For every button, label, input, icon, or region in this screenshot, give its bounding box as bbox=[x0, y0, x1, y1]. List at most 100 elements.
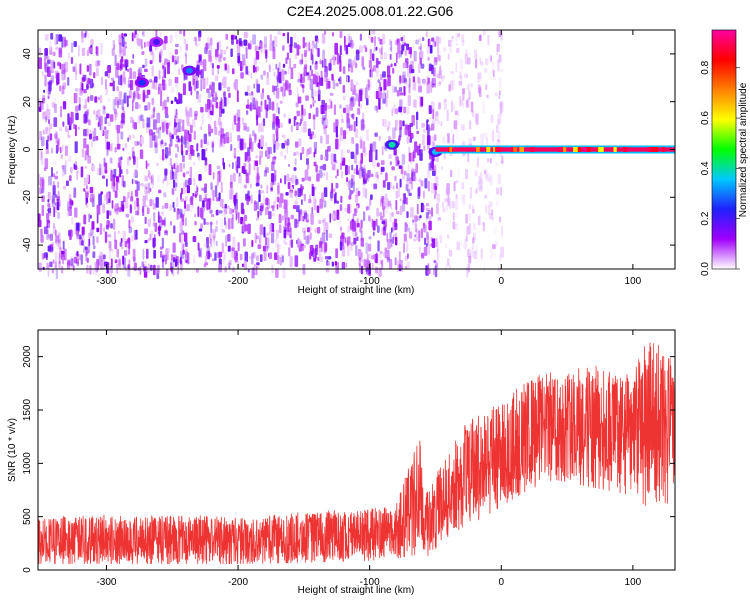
heatmap-cell bbox=[332, 55, 336, 66]
heatmap-cell bbox=[403, 106, 407, 114]
heatmap-cell bbox=[118, 157, 122, 168]
heatmap-cell bbox=[314, 247, 317, 259]
heatmap-cell bbox=[149, 129, 153, 136]
heatmap-cell bbox=[315, 60, 318, 65]
heatmap-cell bbox=[61, 164, 64, 170]
heatmap-cell bbox=[351, 190, 354, 195]
heatmap-cell bbox=[372, 160, 376, 168]
heatmap-cell bbox=[180, 198, 185, 202]
heatmap-cell bbox=[55, 46, 59, 50]
heatmap-cell bbox=[360, 139, 363, 149]
heatmap-cell bbox=[278, 213, 282, 224]
heatmap-cell bbox=[83, 128, 87, 137]
heatmap-cell bbox=[266, 104, 269, 112]
heatmap-cell bbox=[165, 177, 169, 187]
heatmap-cell bbox=[472, 204, 474, 209]
heatmap-cell bbox=[130, 191, 133, 197]
heatmap-cell bbox=[110, 169, 113, 182]
heatmap-cell bbox=[386, 249, 390, 261]
heatmap-cell bbox=[360, 219, 363, 228]
heatmap-cell bbox=[57, 212, 60, 220]
heatmap-cell bbox=[428, 105, 432, 114]
heatmap-cell bbox=[492, 244, 496, 250]
heatmap-cell bbox=[145, 186, 148, 190]
heatmap-cell bbox=[234, 208, 239, 214]
carrier-line-segment bbox=[449, 147, 453, 152]
heatmap-cell bbox=[134, 168, 138, 176]
spectrogram-heatmap bbox=[38, 30, 675, 280]
heatmap-cell bbox=[121, 36, 125, 47]
heatmap-cell bbox=[399, 74, 402, 85]
heatmap-cell bbox=[114, 146, 117, 153]
heatmap-cell bbox=[172, 266, 175, 277]
heatmap-cell bbox=[430, 123, 435, 131]
heatmap-cell bbox=[387, 200, 391, 207]
heatmap-cell bbox=[293, 63, 297, 69]
heatmap-cell bbox=[231, 68, 235, 75]
heatmap-cell bbox=[142, 64, 145, 69]
heatmap-cell bbox=[296, 86, 299, 98]
heatmap-cell bbox=[81, 31, 84, 39]
heatmap-cell bbox=[356, 236, 359, 241]
heatmap-cell bbox=[54, 37, 57, 46]
heatmap-cell bbox=[475, 245, 479, 255]
heatmap-cell bbox=[468, 120, 472, 130]
heatmap-cell bbox=[271, 101, 275, 111]
heatmap-cell bbox=[85, 109, 90, 116]
heatmap-cell bbox=[421, 149, 423, 154]
heatmap-cell bbox=[376, 105, 379, 113]
heatmap-cell bbox=[421, 123, 425, 128]
heatmap-cell bbox=[333, 122, 337, 133]
heatmap-cell bbox=[146, 248, 149, 259]
heatmap-cell bbox=[198, 34, 201, 42]
heatmap-cell bbox=[66, 211, 70, 217]
heatmap-cell bbox=[501, 68, 504, 73]
heatmap-cell bbox=[405, 197, 408, 205]
heatmap-cell bbox=[87, 77, 91, 85]
heatmap-cell bbox=[120, 156, 123, 161]
heatmap-cell bbox=[180, 125, 183, 133]
heatmap-cell bbox=[348, 36, 352, 46]
heatmap-cell bbox=[327, 261, 330, 266]
heatmap-cell bbox=[129, 67, 132, 80]
heatmap-cell bbox=[204, 193, 207, 203]
heatmap-cell bbox=[123, 94, 126, 104]
heatmap-cell bbox=[81, 47, 86, 57]
heatmap-cell bbox=[256, 83, 260, 93]
heatmap-cell bbox=[438, 102, 441, 110]
heatmap-cell bbox=[270, 187, 273, 191]
heatmap-cell bbox=[412, 219, 414, 223]
heatmap-cell bbox=[123, 92, 127, 104]
heatmap-cell bbox=[476, 72, 481, 83]
heatmap-cell bbox=[168, 79, 172, 87]
heatmap-cell bbox=[99, 115, 103, 126]
heatmap-cell bbox=[289, 57, 291, 69]
heatmap-cell bbox=[288, 247, 291, 257]
heatmap-cell bbox=[183, 38, 187, 45]
heatmap-cell bbox=[163, 99, 167, 109]
heatmap-cell bbox=[134, 200, 137, 210]
heatmap-cell bbox=[335, 175, 338, 179]
heatmap-cell bbox=[428, 243, 430, 255]
heatmap-cell bbox=[56, 193, 60, 200]
heatmap-cell bbox=[347, 107, 350, 116]
heatmap-cell bbox=[97, 60, 101, 66]
heatmap-cell bbox=[468, 91, 471, 100]
heatmap-cell bbox=[218, 82, 222, 91]
heatmap-cell bbox=[272, 113, 276, 125]
heatmap-cell bbox=[257, 210, 260, 218]
heatmap-cell bbox=[257, 142, 260, 148]
heatmap-cell bbox=[416, 130, 420, 135]
heatmap-cell bbox=[364, 172, 369, 180]
heatmap-cell bbox=[362, 186, 365, 198]
heatmap-cell bbox=[114, 239, 118, 250]
heatmap-cell bbox=[365, 129, 369, 141]
heatmap-cell bbox=[457, 33, 461, 38]
heatmap-cell bbox=[365, 258, 370, 271]
heatmap-cell bbox=[475, 239, 479, 243]
heatmap-cell bbox=[254, 160, 259, 167]
heatmap-cell bbox=[164, 168, 168, 176]
heatmap-cell bbox=[137, 141, 140, 146]
heatmap-cell bbox=[313, 161, 317, 167]
heatmap-cell bbox=[92, 251, 96, 259]
